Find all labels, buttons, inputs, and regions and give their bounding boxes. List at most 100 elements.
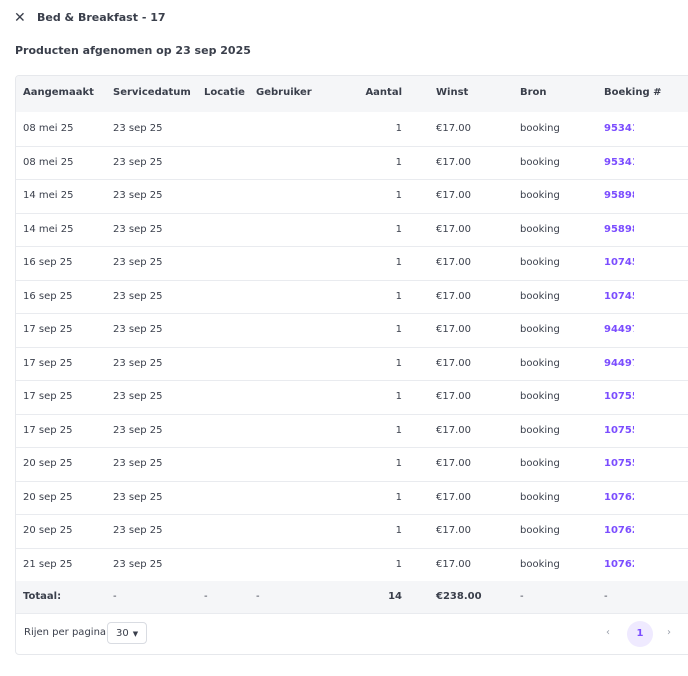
cell: booking [520, 391, 560, 402]
title: Bed & Breakfast - 17 [37, 11, 166, 24]
cell: 1 [395, 491, 402, 503]
row-separator [16, 380, 688, 381]
header-bg [16, 76, 688, 112]
booking-link[interactable]: 94497 [604, 357, 634, 369]
column-header: Gebruiker [256, 87, 312, 98]
cell: €17.00 [436, 558, 471, 570]
booking-link[interactable]: 10755 [604, 391, 634, 402]
booking-link[interactable]: 95898 [604, 223, 634, 235]
column-header: Locatie [204, 87, 245, 98]
cell: 20 sep 25 [23, 525, 73, 536]
cell: 16 sep 25 [23, 257, 73, 268]
cell: €17.00 [436, 491, 471, 503]
cell: 1 [395, 223, 402, 235]
booking-link[interactable]: 10745 [604, 290, 634, 302]
booking-link[interactable]: 10745 [604, 257, 634, 268]
row-separator [16, 447, 688, 448]
cell: booking [520, 257, 560, 268]
cell: 23 sep 25 [113, 223, 163, 235]
cell: 1 [395, 190, 402, 201]
rows-per-page-label: Rijen per pagina [24, 627, 107, 638]
column-header: Servicedatum [113, 87, 191, 98]
cell: 23 sep 25 [113, 491, 163, 503]
row-separator [16, 279, 688, 281]
booking-link[interactable]: 94497 [604, 324, 634, 335]
prev-page[interactable]: ‹ [606, 627, 610, 638]
row-separator [16, 480, 688, 482]
cell: 23 sep 25 [113, 324, 163, 335]
cell: 23 sep 25 [113, 257, 163, 268]
cell: booking [520, 525, 560, 536]
cell: 1 [395, 123, 402, 134]
cell: booking [520, 190, 560, 201]
booking-link[interactable]: 95898 [604, 190, 634, 201]
cell: 08 mei 25 [23, 156, 74, 168]
cell: 1 [395, 357, 402, 369]
cell: 23 sep 25 [113, 525, 163, 536]
column-header: Bron [520, 87, 547, 98]
cell: 23 sep 25 [113, 190, 163, 201]
cell: €17.00 [436, 357, 471, 369]
cell: 21 sep 25 [23, 558, 73, 570]
cell: 17 sep 25 [23, 357, 73, 369]
cell: €17.00 [436, 424, 471, 436]
rows-per-page-value: 30 [116, 628, 129, 639]
cell: 1 [395, 156, 402, 168]
cell: €17.00 [436, 324, 471, 335]
cell: €17.00 [436, 290, 471, 302]
next-page[interactable]: › [667, 627, 671, 638]
row-separator [16, 313, 688, 314]
cell: €17.00 [436, 525, 471, 536]
footer-cell: - [604, 591, 608, 602]
booking-link[interactable]: 10755 [604, 458, 634, 469]
rows-per-page-select[interactable]: 30 ▼ [107, 622, 147, 644]
row-separator [16, 179, 688, 180]
cell: 23 sep 25 [113, 558, 163, 570]
cell: 1 [395, 391, 402, 402]
cell: 14 mei 25 [23, 223, 74, 235]
footer-cell: Totaal: [23, 591, 62, 602]
row-separator [16, 346, 688, 348]
row-separator [16, 145, 688, 147]
cell: booking [520, 424, 560, 436]
cell: booking [520, 324, 560, 335]
cell: 1 [395, 257, 402, 268]
cell: booking [520, 458, 560, 469]
column-header: Aantal [365, 87, 402, 98]
cell: 23 sep 25 [113, 391, 163, 402]
cell: booking [520, 290, 560, 302]
cell: booking [520, 558, 560, 570]
row-separator [16, 413, 688, 415]
cell: 1 [395, 458, 402, 469]
cell: 1 [395, 324, 402, 335]
row-separator [16, 547, 688, 549]
column-header: Aangemaakt [23, 87, 94, 98]
cell: 16 sep 25 [23, 290, 73, 302]
cell: €17.00 [436, 123, 471, 134]
cell: 1 [395, 525, 402, 536]
cell: booking [520, 156, 560, 168]
table: Aangemaakt Servicedatum Locatie Gebruiker Aa… [15, 75, 688, 655]
current-page[interactable]: 1 [627, 621, 653, 647]
row-separator [16, 212, 688, 214]
close-icon[interactable]: ✕ [14, 10, 26, 26]
column-header: Boeking # [604, 87, 662, 98]
cell: €17.00 [436, 257, 471, 268]
cell: 23 sep 25 [113, 458, 163, 469]
cell: 17 sep 25 [23, 324, 73, 335]
footer-cell: - [256, 591, 260, 602]
cell: booking [520, 223, 560, 235]
booking-link[interactable]: 10755 [604, 424, 634, 436]
footer-cell: €238.00 [436, 591, 482, 602]
cell: 23 sep 25 [113, 424, 163, 436]
row-separator [16, 246, 688, 247]
footer-cell: 14 [388, 591, 402, 602]
cell: booking [520, 123, 560, 134]
cell: €17.00 [436, 391, 471, 402]
